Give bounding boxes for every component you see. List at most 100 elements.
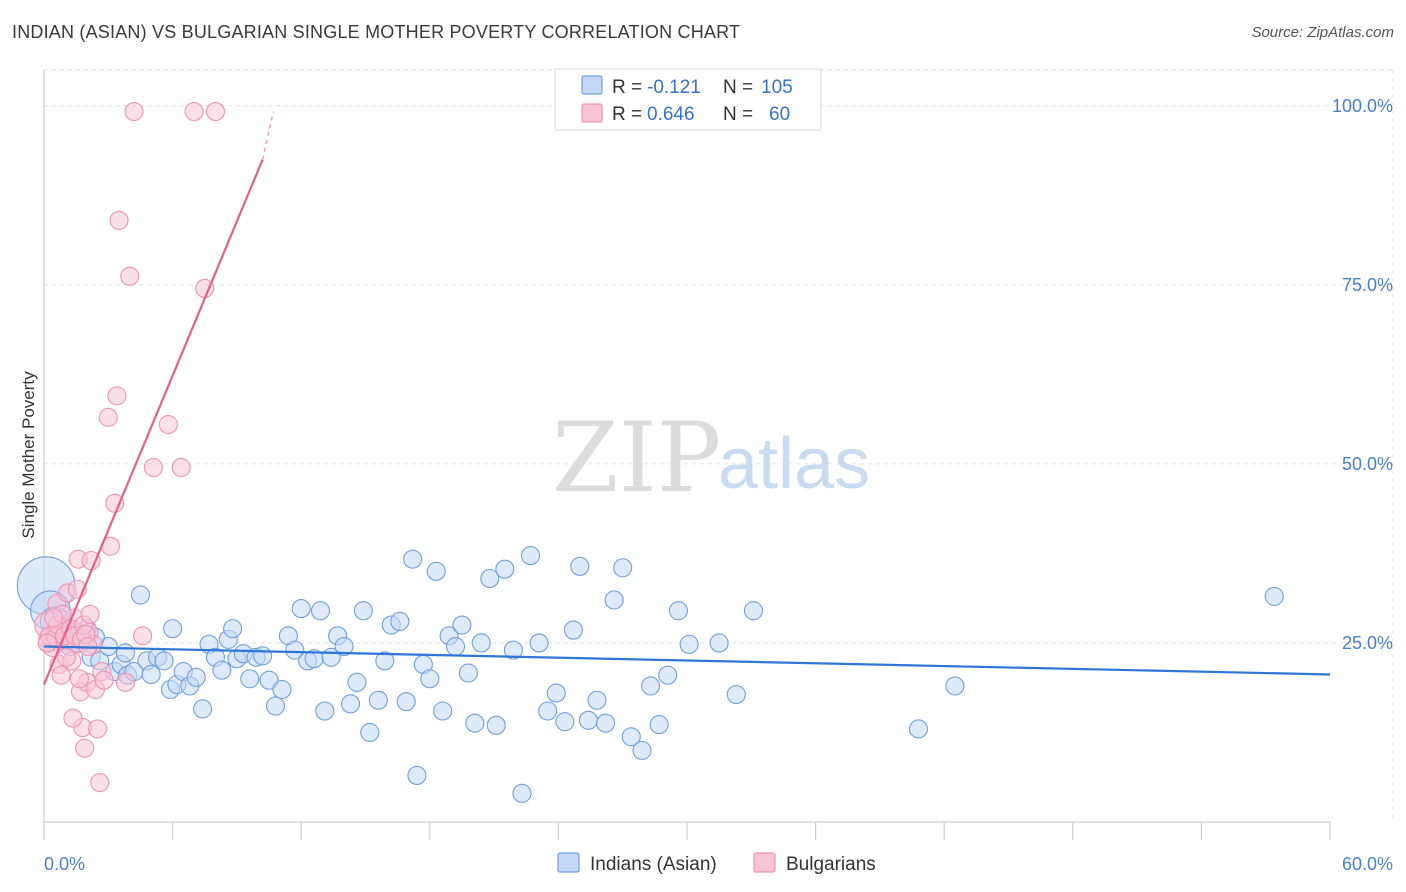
series-indians-asian — [16, 546, 1284, 803]
bulgarian-point-39 — [184, 101, 204, 122]
indian-point-66 — [458, 663, 478, 683]
indian-point-78 — [555, 712, 575, 732]
indian-point-95 — [743, 601, 763, 621]
bulgarian-point-52 — [69, 669, 89, 689]
indian-point-34 — [253, 646, 273, 666]
y-tick-label-0: 25.0% — [1342, 633, 1393, 653]
indian-point-69 — [480, 568, 500, 589]
bottom-legend-swatch-indians — [557, 852, 580, 873]
bulgarian-point-58 — [44, 608, 64, 628]
bulgarian-point-30 — [107, 386, 127, 406]
indian-point-80 — [570, 556, 590, 576]
indian-point-85 — [613, 558, 633, 578]
indian-point-35 — [259, 670, 279, 690]
indian-point-28 — [212, 660, 232, 680]
x-tick-label-max: 60.0% — [1342, 854, 1393, 874]
legend-n-label-indians: N = — [723, 77, 753, 98]
y-tick-label-1: 50.0% — [1342, 454, 1393, 474]
indian-point-88 — [641, 676, 661, 696]
indian-point-48 — [340, 694, 361, 714]
indian-point-104 — [223, 619, 243, 639]
indian-point-68 — [471, 633, 491, 653]
bulgarian-point-36 — [143, 457, 163, 478]
indian-point-91 — [668, 601, 688, 621]
indian-point-39 — [285, 640, 305, 660]
bulgarian-point-27 — [98, 407, 118, 427]
indian-point-75 — [529, 633, 549, 653]
indian-point-98 — [1264, 586, 1284, 606]
indian-point-62 — [433, 701, 453, 721]
indian-point-76 — [538, 701, 558, 721]
indian-point-74 — [520, 546, 541, 566]
bulgarian-point-26 — [94, 670, 114, 690]
legend-n-value-indians: 105 — [761, 77, 793, 98]
indian-point-49 — [347, 672, 367, 692]
bulgarian-point-32 — [115, 672, 135, 692]
indian-point-60 — [420, 669, 440, 689]
watermark-zip: ZIP — [552, 402, 721, 514]
indian-point-70 — [486, 715, 506, 735]
indian-point-43 — [310, 601, 331, 621]
indian-point-56 — [396, 692, 416, 712]
indian-point-86 — [621, 727, 641, 747]
indian-point-92 — [679, 634, 699, 654]
bulgarian-point-37 — [158, 414, 178, 435]
indian-point-51 — [360, 722, 380, 743]
legend-n-label-bulgarians: N = — [723, 104, 753, 125]
bulgarian-point-6 — [51, 665, 71, 685]
bulgarian-point-47 — [56, 647, 77, 667]
indian-point-84 — [604, 590, 624, 610]
indian-point-81 — [578, 710, 598, 730]
bulgarian-point-34 — [124, 101, 144, 122]
bottom-legend-label-bulgarians: Bulgarians — [786, 854, 876, 875]
bulgarian-point-33 — [120, 266, 140, 286]
trend-line-bulgarians-extension — [261, 111, 275, 160]
legend-r-value-indians: -0.121 — [647, 77, 701, 98]
indian-point-71 — [495, 559, 515, 579]
indian-point-82 — [587, 690, 607, 710]
indian-point-89 — [649, 715, 669, 735]
indian-point-44 — [315, 701, 335, 721]
indian-point-50 — [353, 601, 373, 621]
correlation-legend: R = -0.121 N = 105 R = 0.646 N = 60 — [554, 68, 822, 131]
bulgarian-point-59 — [37, 633, 57, 653]
legend-r-value-bulgarians: 0.646 — [647, 104, 695, 125]
indian-point-65 — [452, 615, 472, 635]
indian-point-52 — [368, 690, 388, 710]
indian-point-90 — [658, 665, 678, 685]
y-axis-title: Single Mother Poverty — [19, 371, 38, 539]
indian-point-24 — [186, 667, 206, 687]
indian-point-17 — [141, 664, 161, 685]
bulgarian-point-35 — [133, 626, 153, 646]
x-tick-label-min: 0.0% — [44, 854, 85, 874]
indian-point-77 — [546, 683, 566, 703]
chart-title: INDIAN (ASIAN) VS BULGARIAN SINGLE MOTHE… — [12, 22, 741, 42]
indian-point-64 — [445, 636, 466, 657]
y-tick-label-2: 75.0% — [1342, 275, 1393, 295]
legend-swatch-indians — [581, 75, 603, 95]
indian-point-96 — [908, 719, 929, 739]
bulgarian-point-38 — [171, 457, 191, 478]
y-tick-label-3: 100.0% — [1332, 96, 1393, 116]
indian-point-93 — [709, 633, 729, 653]
bottom-legend-swatch-bulgarians — [753, 852, 776, 873]
legend-r-label-bulgarians: R = — [612, 104, 642, 125]
bulgarian-point-31 — [109, 210, 129, 230]
indian-point-102 — [115, 643, 135, 663]
legend-r-label-indians: R = — [612, 77, 642, 98]
indian-point-73 — [512, 783, 532, 803]
indian-point-67 — [465, 713, 485, 733]
indian-point-72 — [503, 640, 523, 660]
indian-point-40 — [291, 599, 311, 619]
watermark: ZIP atlas — [552, 402, 870, 514]
indian-point-83 — [596, 713, 616, 733]
bottom-legend-label-indians: Indians (Asian) — [590, 854, 717, 875]
bulgarian-point-41 — [205, 101, 226, 122]
indian-point-36 — [265, 696, 286, 716]
indian-point-55 — [390, 611, 410, 632]
indian-point-37 — [272, 679, 292, 700]
indian-point-32 — [240, 669, 260, 689]
indian-point-53 — [375, 651, 395, 671]
trend-lines — [42, 111, 1331, 685]
